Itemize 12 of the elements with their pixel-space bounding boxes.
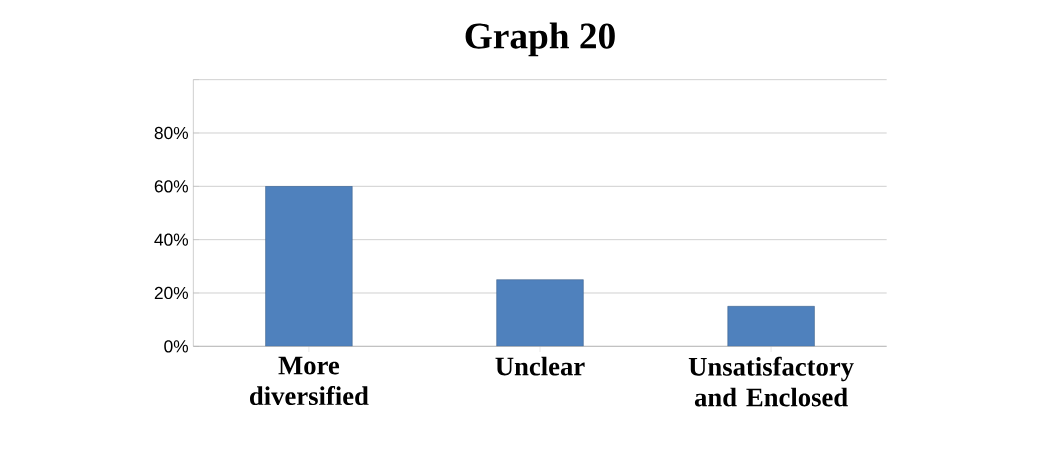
chart-title: Graph 20 <box>465 22 615 57</box>
bar <box>265 186 353 347</box>
y-tick-label: 60% <box>154 180 189 193</box>
y-tick-label: 0% <box>164 340 189 353</box>
x-tick-label: More diversified <box>249 356 369 406</box>
y-tick-label: 20% <box>154 286 189 300</box>
y-tick-label: 40% <box>154 233 189 246</box>
y-tick-label: 80% <box>154 126 189 140</box>
x-tick-label: Unclear <box>495 356 585 376</box>
bar <box>496 279 584 347</box>
x-tick-label: Unsatisfactory and Enclosed <box>688 356 854 407</box>
bar <box>727 306 815 347</box>
